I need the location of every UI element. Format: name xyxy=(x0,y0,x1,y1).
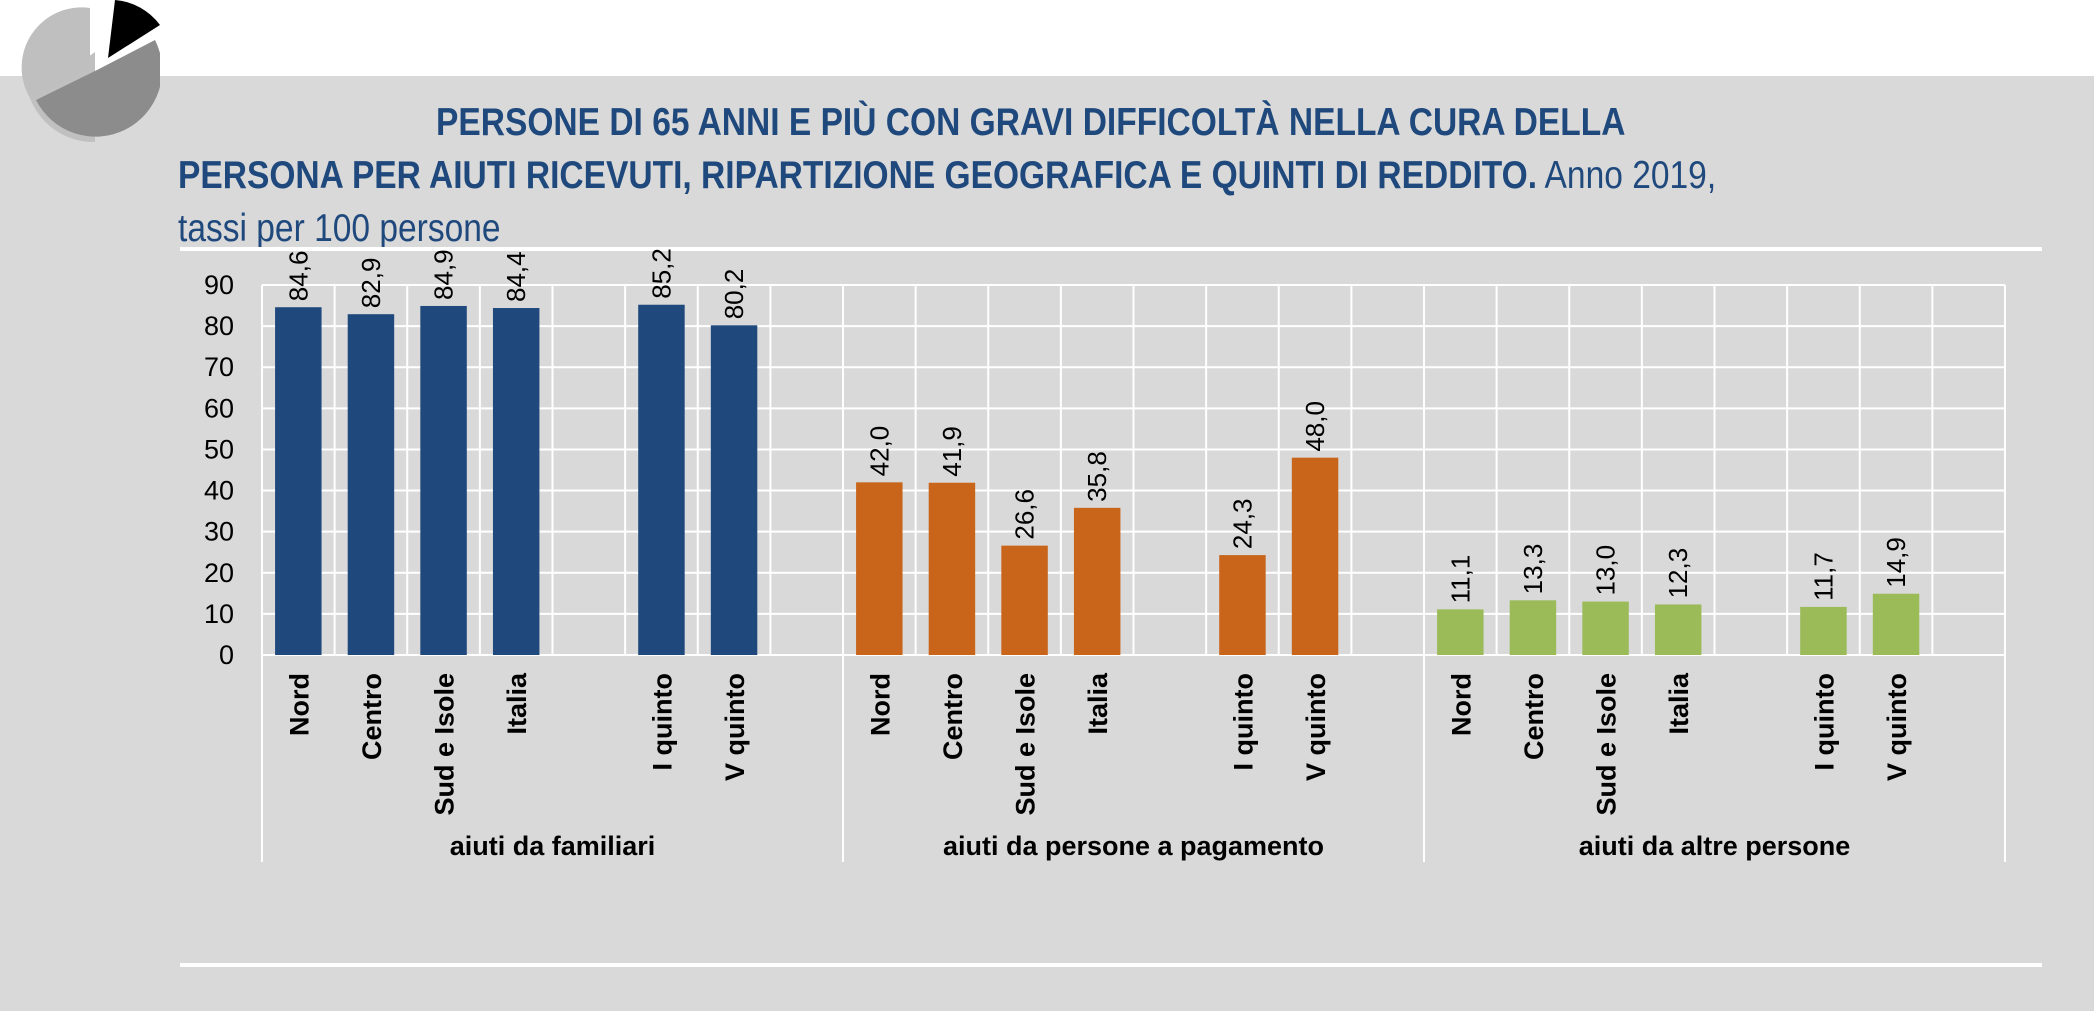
y-tick-label: 30 xyxy=(204,517,234,547)
category-label: Sud e Isole xyxy=(1011,673,1041,816)
data-label: 82,9 xyxy=(356,258,386,309)
y-tick-label: 80 xyxy=(204,311,234,341)
grid xyxy=(261,284,2006,862)
category-label: V quinto xyxy=(720,673,750,781)
group-label: aiuti da persone a pagamento xyxy=(943,831,1324,861)
bar xyxy=(856,482,903,655)
bar xyxy=(275,307,322,655)
bar xyxy=(1509,600,1557,655)
category-label: Centro xyxy=(1519,673,1549,760)
category-label: Nord xyxy=(865,673,895,736)
bar xyxy=(1219,555,1266,655)
data-label: 84,4 xyxy=(501,251,531,302)
bar xyxy=(638,304,685,655)
bars xyxy=(275,304,1920,655)
category-label: V quinto xyxy=(1301,673,1331,781)
group-label: aiuti da altre persone xyxy=(1579,831,1851,861)
bar xyxy=(1800,606,1847,655)
y-tick-label: 90 xyxy=(204,270,234,300)
data-label: 48,0 xyxy=(1300,401,1330,452)
data-label: 35,8 xyxy=(1082,451,1112,502)
pie-chart-icon xyxy=(21,0,160,143)
category-label: I quinto xyxy=(1228,673,1258,770)
data-label: 13,3 xyxy=(1518,544,1548,595)
category-label: Sud e Isole xyxy=(1592,673,1622,816)
y-tick-label: 60 xyxy=(204,393,234,423)
data-label: 11,1 xyxy=(1445,555,1475,604)
category-label: I quinto xyxy=(1809,673,1839,770)
category-label: Italia xyxy=(1664,672,1694,735)
data-label: 14,9 xyxy=(1881,537,1911,588)
data-label: 84,6 xyxy=(283,251,313,302)
bar xyxy=(928,482,976,655)
chart-title: PERSONE DI 65 ANNI E PIÙ CON GRAVI DIFFI… xyxy=(178,96,1778,255)
y-axis: 0 10 20 30 40 50 60 70 80 90 xyxy=(204,270,234,670)
y-tick-label: 10 xyxy=(204,599,234,629)
bar xyxy=(1073,507,1121,655)
category-label: Centro xyxy=(938,673,968,760)
category-label: I quinto xyxy=(647,673,677,770)
bar xyxy=(347,314,395,655)
bar xyxy=(1291,457,1339,655)
bar xyxy=(1582,601,1629,655)
data-label: 26,6 xyxy=(1010,489,1040,540)
y-tick-label: 0 xyxy=(219,640,234,670)
data-label: 42,0 xyxy=(864,426,894,477)
data-label: 41,9 xyxy=(937,426,967,477)
labels: 84,6 Nord 82,9 Centro 84,9 Sud e Isole 84,4 Ita… xyxy=(283,248,1912,861)
category-label: V quinto xyxy=(1882,673,1912,781)
chart-title-normal: Anno 2019, tassi per 100 persone xyxy=(178,154,1717,250)
group-label: aiuti da familiari xyxy=(450,831,656,861)
bar xyxy=(710,325,758,655)
category-label: Centro xyxy=(357,673,387,760)
chart-title-bold: PERSONE DI 65 ANNI E PIÙ CON GRAVI DIFFI… xyxy=(178,101,1625,197)
data-label: 80,2 xyxy=(719,269,749,320)
category-label: Nord xyxy=(1446,673,1476,736)
y-tick-label: 20 xyxy=(204,558,234,588)
bar xyxy=(1872,593,1920,655)
bar xyxy=(1001,545,1048,655)
bar xyxy=(420,305,467,655)
data-label: 85,2 xyxy=(646,248,676,299)
data-label: 84,9 xyxy=(429,249,459,300)
category-label: Italia xyxy=(502,672,532,735)
data-label: 11,7 xyxy=(1808,552,1838,601)
bar xyxy=(492,308,540,655)
data-label: 12,3 xyxy=(1663,548,1693,599)
bar xyxy=(1654,604,1702,655)
category-label: Italia xyxy=(1083,672,1113,735)
category-label: Nord xyxy=(284,673,314,736)
category-label: Sud e Isole xyxy=(430,673,460,816)
data-label: 24,3 xyxy=(1227,498,1257,549)
y-tick-label: 50 xyxy=(204,434,234,464)
y-tick-label: 70 xyxy=(204,352,234,382)
bar xyxy=(1437,609,1484,655)
data-label: 13,0 xyxy=(1591,545,1621,596)
y-tick-label: 40 xyxy=(204,476,234,506)
